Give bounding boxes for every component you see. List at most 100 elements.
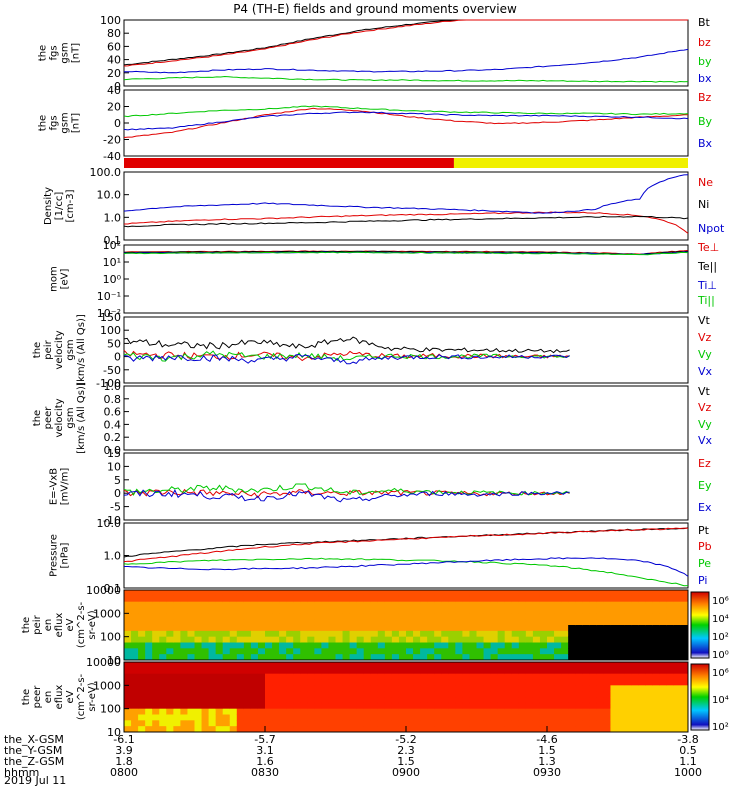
heatmap-cell xyxy=(300,720,308,727)
heatmap-cell xyxy=(314,613,322,620)
heatmap-cell xyxy=(236,601,245,608)
heatmap-cell xyxy=(441,590,449,597)
heatmap-cell xyxy=(413,702,421,710)
heatmap-cell xyxy=(490,619,499,626)
heatmap-cell xyxy=(215,613,224,620)
heatmap-cell xyxy=(469,636,477,643)
heatmap-cell xyxy=(349,595,358,603)
heatmap-cell xyxy=(525,607,534,614)
heatmap-cell xyxy=(236,714,245,721)
heatmap-cell xyxy=(434,601,442,608)
heatmap-cell xyxy=(589,726,597,733)
heatmap-cell xyxy=(335,648,344,655)
x-tick-label: 0900 xyxy=(392,766,420,779)
heatmap-cell xyxy=(547,697,555,704)
heatmap-cell xyxy=(645,691,654,698)
heatmap-cell xyxy=(279,619,287,626)
y-tick-label: 50 xyxy=(107,337,121,350)
heatmap-cell xyxy=(518,691,527,698)
heatmap-cell xyxy=(645,601,654,608)
heatmap-cell xyxy=(243,619,252,626)
heatmap-cell xyxy=(152,595,160,603)
heatmap-cell xyxy=(582,607,590,614)
heatmap-cell xyxy=(420,619,428,626)
heatmap-cell xyxy=(201,702,210,710)
heatmap-cell xyxy=(356,613,365,620)
heatmap-cell xyxy=(152,607,160,614)
heatmap-cell xyxy=(504,642,513,649)
heatmap-cell xyxy=(124,726,132,733)
heatmap-cell xyxy=(342,679,351,686)
heatmap-cell xyxy=(201,708,210,715)
heatmap-cell xyxy=(314,654,322,661)
heatmap-cell xyxy=(413,595,421,603)
heatmap-cell xyxy=(497,714,506,721)
heatmap-cell xyxy=(406,595,414,603)
heatmap-cell xyxy=(518,642,527,649)
heatmap-cell xyxy=(518,702,527,710)
heatmap-cell xyxy=(250,697,259,704)
heatmap-cell xyxy=(490,662,499,669)
heatmap-cell xyxy=(391,714,400,721)
heatmap-cell xyxy=(349,667,358,675)
heatmap-cell xyxy=(525,673,534,680)
y-tick-label: 0 xyxy=(114,351,121,364)
heatmap-cell xyxy=(356,679,365,686)
heatmap-cell xyxy=(229,673,238,680)
heatmap-cell xyxy=(272,648,280,655)
heatmap-cell xyxy=(490,613,499,620)
heatmap-cell xyxy=(187,619,195,626)
heatmap-cell xyxy=(173,642,181,649)
heatmap-cell xyxy=(138,673,146,680)
y-label-line: the xyxy=(21,617,32,633)
heatmap-cell xyxy=(250,607,259,614)
heatmap-cell xyxy=(328,625,336,632)
heatmap-cell xyxy=(363,619,372,626)
y-label-line: the xyxy=(21,689,32,705)
heatmap-cell xyxy=(279,726,287,733)
heatmap-cell xyxy=(152,714,160,721)
heatmap-cell xyxy=(321,590,329,597)
heatmap-cell xyxy=(180,679,188,686)
heatmap-cell xyxy=(398,714,407,721)
heatmap-cell xyxy=(131,636,139,643)
heatmap-cell xyxy=(377,642,386,649)
heatmap-cell xyxy=(286,601,294,608)
heatmap-cell xyxy=(300,679,308,686)
heatmap-cell xyxy=(631,607,640,614)
heatmap-cell xyxy=(680,702,689,710)
heatmap-cell xyxy=(532,654,541,661)
heatmap-cell xyxy=(582,630,590,638)
heatmap-cell xyxy=(194,691,203,698)
heatmap-cell xyxy=(568,630,576,638)
heatmap-cell xyxy=(525,654,534,661)
heatmap-cell xyxy=(525,625,534,632)
heatmap-cell xyxy=(631,662,640,669)
heatmap-cell xyxy=(462,714,470,721)
heatmap-cell xyxy=(434,613,442,620)
heatmap-cell xyxy=(194,619,203,626)
heatmap-cell xyxy=(363,648,372,655)
heatmap-cell xyxy=(413,679,421,686)
heatmap-cell xyxy=(547,673,555,680)
heatmap-cell xyxy=(539,691,548,698)
heatmap-cell xyxy=(229,607,238,614)
heatmap-cell xyxy=(384,595,393,603)
heatmap-cell xyxy=(427,590,435,597)
panel-frame xyxy=(123,385,689,451)
heatmap-cell xyxy=(243,726,252,733)
heatmap-cell xyxy=(335,673,344,680)
heatmap-cell xyxy=(152,691,160,698)
heatmap-cell xyxy=(250,679,259,686)
heatmap-cell xyxy=(547,601,555,608)
heatmap-cell xyxy=(666,607,675,614)
heatmap-cell xyxy=(645,720,654,727)
heatmap-cell xyxy=(469,726,477,733)
heatmap-cell xyxy=(257,636,266,643)
heatmap-cell xyxy=(413,708,421,715)
heatmap-cell xyxy=(335,702,344,710)
heatmap-cell xyxy=(159,679,167,686)
heatmap-cell xyxy=(652,673,661,680)
heatmap-cell xyxy=(124,685,132,692)
